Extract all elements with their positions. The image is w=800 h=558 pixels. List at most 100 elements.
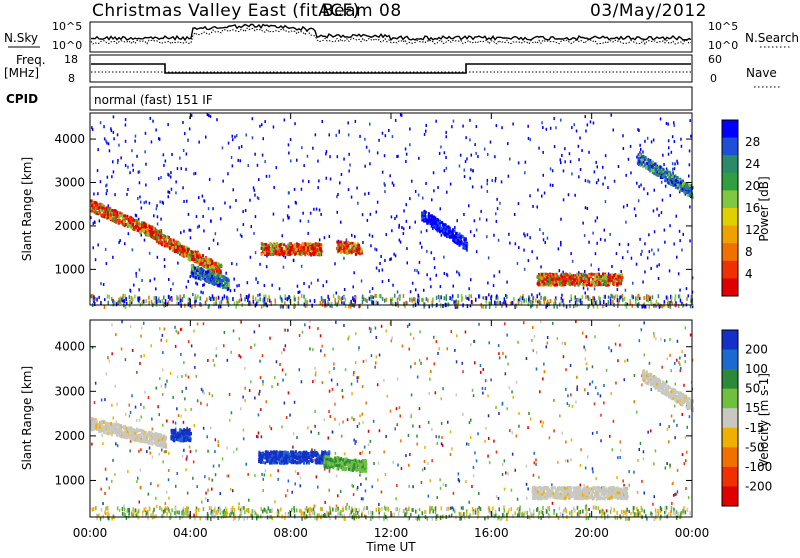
scatter-cell <box>663 163 665 166</box>
scatter-cell <box>605 200 607 203</box>
scatter-cell <box>679 230 681 233</box>
power-colorbar-swatch <box>722 261 738 279</box>
scatter-cell <box>465 331 467 334</box>
echo-cell <box>220 264 222 267</box>
scatter-cell <box>636 263 638 266</box>
scatter-cell <box>301 146 303 149</box>
scatter-cell <box>182 455 184 458</box>
echo-cell <box>267 253 269 256</box>
scatter-cell <box>318 432 320 435</box>
ground-scatter-cell <box>501 304 503 308</box>
scatter-cell <box>294 122 296 125</box>
ground-scatter-cell <box>648 299 650 303</box>
scatter-cell <box>410 415 412 418</box>
scatter-cell <box>150 452 152 455</box>
scatter-cell <box>528 137 530 140</box>
scatter-cell <box>665 467 667 470</box>
scatter-cell <box>117 133 119 136</box>
scatter-cell <box>385 435 387 438</box>
scatter-cell <box>426 273 428 276</box>
scatter-cell <box>273 186 275 189</box>
ground-scatter-cell <box>122 294 124 298</box>
scatter-cell <box>207 435 209 438</box>
scatter-cell <box>320 213 322 216</box>
scatter-cell <box>507 142 509 145</box>
scatter-cell <box>365 402 367 405</box>
scatter-cell <box>681 249 683 252</box>
scatter-cell <box>218 444 220 447</box>
ground-scatter-cell <box>610 294 612 298</box>
echo-cell <box>172 246 174 249</box>
echo-cell <box>560 277 562 280</box>
scatter-cell <box>552 322 554 325</box>
scatter-cell <box>451 447 453 450</box>
scatter-cell <box>514 213 516 216</box>
ground-scatter-cell <box>417 299 419 303</box>
scatter-cell <box>495 406 497 409</box>
ground-scatter-cell <box>522 296 524 300</box>
echo-cell <box>434 218 436 221</box>
scatter-cell <box>282 379 284 382</box>
echo-cell <box>667 181 669 184</box>
ground-scatter-cell <box>658 294 660 298</box>
scatter-cell <box>596 242 598 245</box>
scatter-cell <box>198 141 200 144</box>
scatter-cell <box>334 262 336 265</box>
ground-scatter-cell <box>497 296 499 300</box>
scatter-cell <box>222 457 224 460</box>
scatter-cell <box>384 259 386 262</box>
echo-cell <box>91 210 93 213</box>
ground-scatter-cell <box>171 298 173 302</box>
scatter-cell <box>550 184 552 187</box>
scatter-cell <box>228 475 230 478</box>
scatter-cell <box>320 349 322 352</box>
echo-cell <box>270 253 272 256</box>
scatter-cell <box>269 425 271 428</box>
echo-cell <box>181 253 183 256</box>
scatter-cell <box>664 241 666 244</box>
scatter-cell <box>258 432 260 435</box>
echo-cell <box>671 181 673 184</box>
scatter-cell <box>158 453 160 456</box>
scatter-cell <box>157 256 159 259</box>
scatter-cell <box>408 434 410 437</box>
echo-cell <box>439 220 441 223</box>
scatter-cell <box>225 272 227 275</box>
echo-cell <box>207 270 209 273</box>
scatter-cell <box>118 241 120 244</box>
scatter-cell <box>328 410 330 413</box>
ground-scatter-cell <box>471 294 473 298</box>
ground-scatter-cell <box>449 296 451 300</box>
scatter-cell <box>254 153 256 156</box>
scatter-cell <box>488 293 490 296</box>
ground-scatter-cell <box>395 302 397 306</box>
scatter-cell <box>653 335 655 338</box>
echo-cell <box>309 242 311 245</box>
scatter-cell <box>620 441 622 444</box>
echo-cell <box>689 194 691 197</box>
echo-cell <box>104 209 106 212</box>
scatter-cell <box>180 328 182 331</box>
ground-scatter-cell <box>526 298 528 302</box>
scatter-cell <box>440 146 442 149</box>
echo-cell <box>207 279 209 282</box>
scatter-cell <box>163 202 165 205</box>
scatter-cell <box>490 141 492 144</box>
ground-scatter-cell <box>137 297 139 301</box>
scatter-cell <box>662 199 664 202</box>
scatter-cell <box>541 195 543 198</box>
ground-scatter-cell <box>379 294 381 298</box>
ground-scatter-cell <box>369 297 371 301</box>
nave-label: Nave <box>746 66 777 80</box>
echo-cell <box>457 241 459 244</box>
scatter-cell <box>102 502 104 505</box>
scatter-cell <box>415 190 417 193</box>
scatter-cell <box>188 213 190 216</box>
scatter-cell <box>271 385 273 388</box>
scatter-cell <box>401 226 403 229</box>
scatter-cell <box>351 383 353 386</box>
scatter-cell <box>339 131 341 134</box>
echo-cell <box>346 249 348 252</box>
ground-scatter-cell <box>100 301 102 305</box>
scatter-cell <box>175 191 177 194</box>
